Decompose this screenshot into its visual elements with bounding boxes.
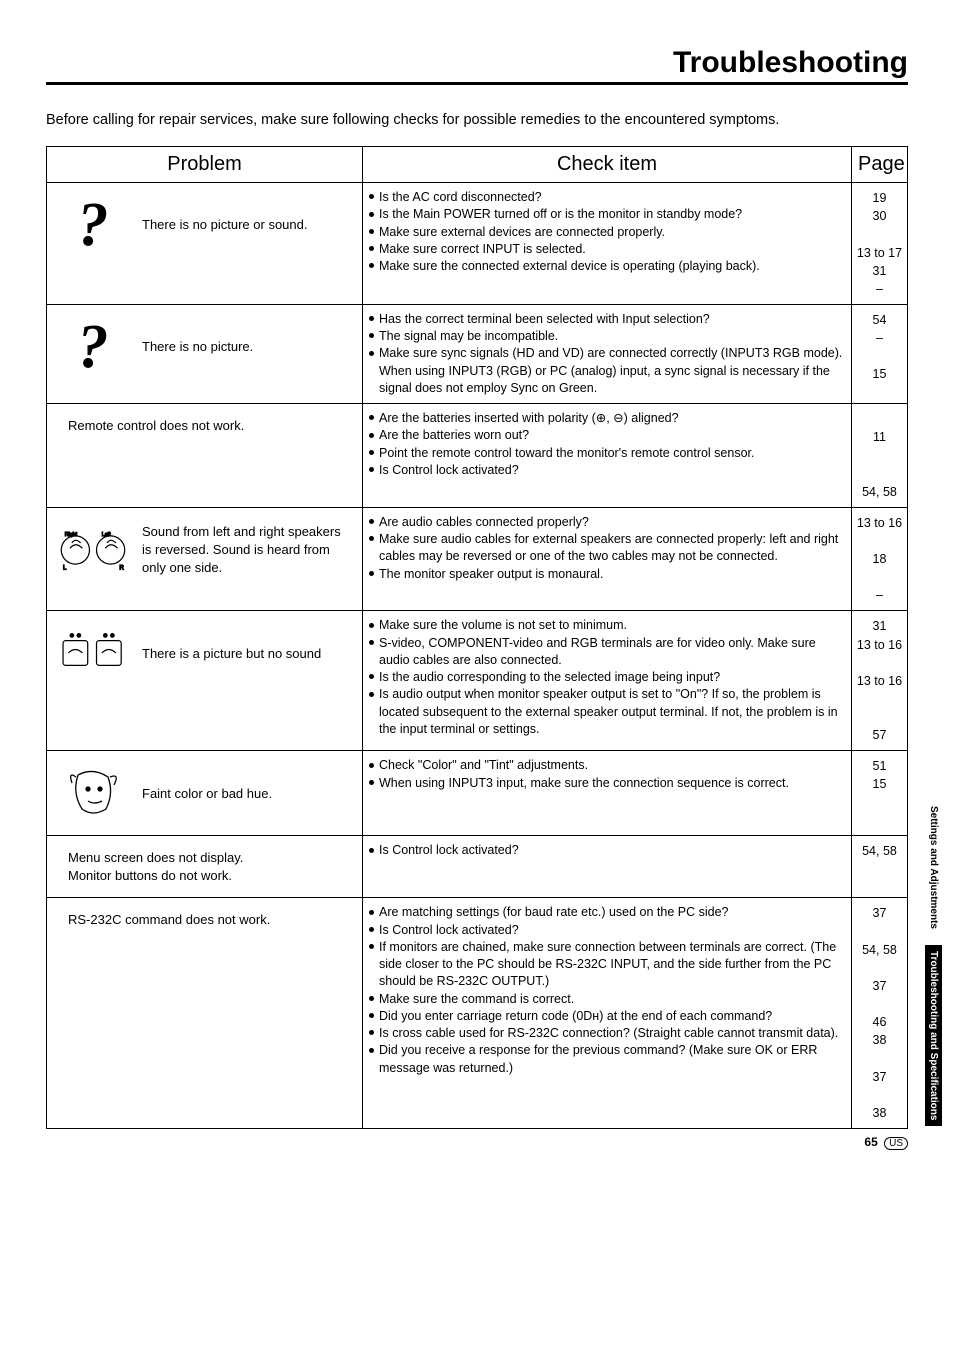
check-item: Make sure sync signals (HD and VD) are c…: [369, 345, 845, 397]
intro-text: Before calling for repair services, make…: [46, 109, 908, 132]
page-ref: –: [854, 329, 905, 347]
page-ref: 31: [854, 617, 905, 635]
check-item: Make sure correct INPUT is selected.: [369, 241, 845, 258]
check-item: Is cross cable used for RS-232C connecti…: [369, 1025, 845, 1042]
page-ref: 54, 58: [854, 483, 905, 501]
problem-text: There is no picture or sound.: [136, 216, 307, 234]
check-item: Make sure the connected external device …: [369, 258, 845, 275]
check-item: Make sure audio cables for external spea…: [369, 531, 845, 566]
check-item: Is the audio corresponding to the select…: [369, 669, 845, 686]
check-item: Are the batteries worn out?: [369, 427, 845, 444]
page-ref: [854, 708, 905, 726]
check-item: The signal may be incompatible.: [369, 328, 845, 345]
page-ref: 38: [854, 1031, 905, 1049]
page-ref: –: [854, 280, 905, 298]
page-ref: [854, 347, 905, 365]
check-item: Check "Color" and "Tint" adjustments.: [369, 757, 845, 774]
region-badge: US: [884, 1137, 908, 1150]
page-ref: 54: [854, 311, 905, 329]
page-ref: [854, 568, 905, 586]
check-item: Make sure the command is correct.: [369, 991, 845, 1008]
svg-text:Left: Left: [102, 532, 111, 538]
col-problem: Problem: [47, 147, 363, 183]
col-page: Page: [852, 147, 908, 183]
page-ref: [854, 532, 905, 550]
page-ref: 51: [854, 757, 905, 775]
check-item: Did you receive a response for the previ…: [369, 1042, 845, 1077]
page-ref: 54, 58: [854, 842, 905, 860]
problem-text: Menu screen does not display.Monitor but…: [62, 849, 347, 884]
page-ref: [854, 690, 905, 708]
problem-text: Sound from left and right speakers is re…: [136, 523, 353, 576]
page-ref: 13 to 16: [854, 514, 905, 532]
svg-text:Right: Right: [65, 532, 78, 538]
page-ref: 15: [854, 775, 905, 793]
page-title: Troubleshooting: [46, 46, 908, 85]
check-item: S-video, COMPONENT-video and RGB termina…: [369, 635, 845, 670]
page-ref: [854, 465, 905, 483]
page-ref: [854, 410, 905, 428]
check-item: Are matching settings (for baud rate etc…: [369, 904, 845, 921]
problem-text: RS-232C command does not work.: [62, 911, 347, 929]
page-number: 65: [864, 1135, 877, 1149]
check-item: Are audio cables connected properly?: [369, 514, 845, 531]
check-item: Point the remote control toward the moni…: [369, 445, 845, 462]
page-ref: [854, 1049, 905, 1067]
check-item: Did you enter carriage return code (0Dн)…: [369, 1008, 845, 1025]
page-ref: [854, 995, 905, 1013]
page-ref: 19: [854, 189, 905, 207]
check-item: When using INPUT3 input, make sure the c…: [369, 775, 845, 792]
page-ref: [854, 959, 905, 977]
check-item: Are the batteries inserted with polarity…: [369, 410, 845, 427]
problem-text: There is no picture.: [136, 338, 253, 356]
tab-settings: Settings and Adjustments: [925, 800, 942, 935]
page-ref: 13 to 17: [854, 244, 905, 262]
svg-text:R: R: [119, 564, 124, 571]
check-item: Is Control lock activated?: [369, 842, 845, 859]
page-ref: 13 to 16: [854, 636, 905, 654]
problem-text: Remote control does not work.: [62, 417, 347, 435]
check-item: Make sure the volume is not set to minim…: [369, 617, 845, 634]
page-ref: 37: [854, 977, 905, 995]
page-ref: [854, 923, 905, 941]
page-ref: 13 to 16: [854, 672, 905, 690]
page-ref: [854, 446, 905, 464]
page-ref: 18: [854, 550, 905, 568]
check-item: Has the correct terminal been selected w…: [369, 311, 845, 328]
tab-troubleshooting: Troubleshooting and Specifications: [925, 945, 942, 1126]
page-ref: [854, 654, 905, 672]
check-item: Is Control lock activated?: [369, 462, 845, 479]
side-tabs: Settings and Adjustments Troubleshooting…: [925, 800, 942, 1126]
check-item: Is audio output when monitor speaker out…: [369, 686, 845, 738]
svg-text:L: L: [63, 564, 67, 571]
page-ref: 30: [854, 207, 905, 225]
check-item: Is Control lock activated?: [369, 922, 845, 939]
col-check: Check item: [363, 147, 852, 183]
page-ref: 46: [854, 1013, 905, 1031]
page-ref: 38: [854, 1104, 905, 1122]
check-item: Make sure external devices are connected…: [369, 224, 845, 241]
page-ref: 37: [854, 1068, 905, 1086]
problem-text: There is a picture but no sound: [136, 645, 321, 663]
page-ref: –: [854, 586, 905, 604]
check-item: If monitors are chained, make sure conne…: [369, 939, 845, 991]
problem-text: Faint color or bad hue.: [136, 785, 272, 803]
page-footer: 65 US: [46, 1135, 908, 1150]
page-ref: 11: [854, 428, 905, 446]
page-ref: 15: [854, 365, 905, 383]
check-item: Is the AC cord disconnected?: [369, 189, 845, 206]
check-item: Is the Main POWER turned off or is the m…: [369, 206, 845, 223]
check-item: The monitor speaker output is monaural.: [369, 566, 845, 583]
page-ref: 54, 58: [854, 941, 905, 959]
page-ref: 37: [854, 904, 905, 922]
page-ref: 31: [854, 262, 905, 280]
page-ref: 57: [854, 726, 905, 744]
page-ref: [854, 225, 905, 243]
troubleshooting-table: Problem Check item Page ?There is no pic…: [46, 146, 908, 1129]
page-ref: [854, 1086, 905, 1104]
